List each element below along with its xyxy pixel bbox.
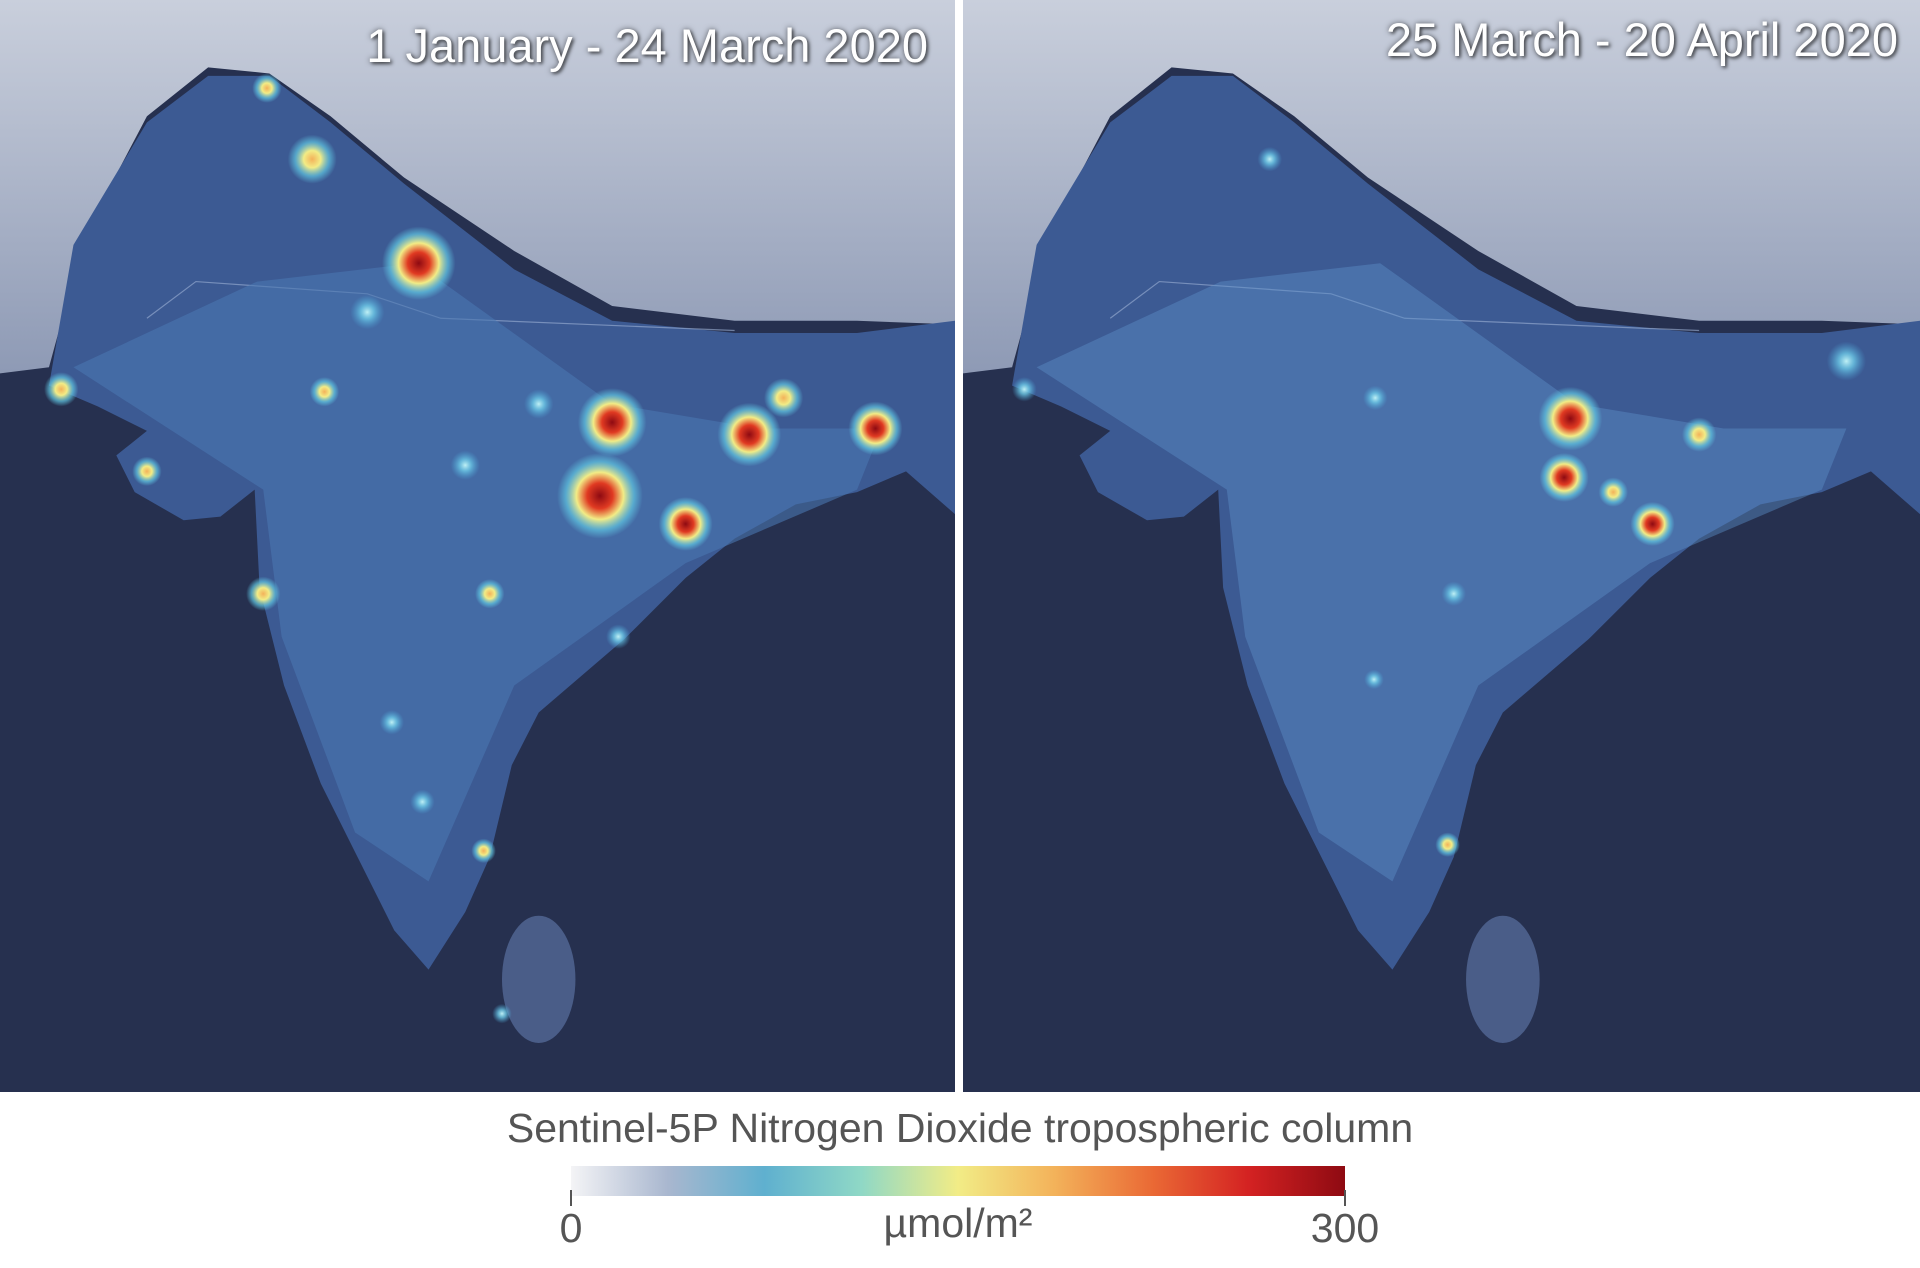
colorbar-unit: µmol/m² [883,1200,1033,1246]
panel-title: 25 March - 20 April 2020 [1385,13,1898,66]
colorbar [570,1166,1346,1206]
colorbar-title: Sentinel-5P Nitrogen Dioxide tropospheri… [506,1105,1414,1151]
map-before [0,0,955,1092]
colorbar-ramp [571,1166,1345,1196]
panel-title: 1 January - 24 March 2020 [366,19,928,72]
map-after [963,0,1920,1092]
tick-label: 0 [559,1205,583,1251]
divider [955,0,963,1092]
tick-label: 300 [1310,1205,1380,1251]
